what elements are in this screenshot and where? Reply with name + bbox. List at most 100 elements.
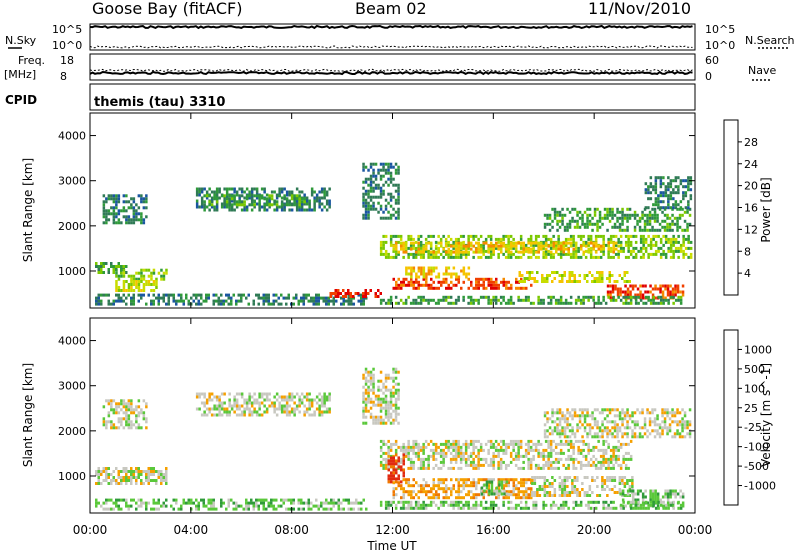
heatmap-cell bbox=[546, 274, 549, 277]
heatmap-cell bbox=[402, 493, 405, 497]
heatmap-cell bbox=[688, 213, 692, 217]
heatmap-cell bbox=[554, 466, 558, 470]
heatmap-cell bbox=[397, 195, 400, 199]
heatmap-cell bbox=[472, 255, 475, 259]
heatmap-cell bbox=[389, 180, 393, 184]
heatmap-cell bbox=[374, 397, 378, 401]
heatmap-cell bbox=[200, 302, 203, 306]
heatmap-cell bbox=[220, 299, 223, 303]
heatmap-cell bbox=[412, 298, 415, 302]
heatmap-cell bbox=[588, 426, 592, 430]
heatmap-cell bbox=[213, 205, 216, 209]
heatmap-cell bbox=[525, 496, 528, 500]
heatmap-cell bbox=[282, 296, 285, 300]
heatmap-cell bbox=[300, 398, 304, 402]
heatmap-cell bbox=[442, 487, 445, 491]
heatmap-cell bbox=[656, 498, 660, 502]
heatmap-cell bbox=[297, 299, 300, 303]
heatmap-cell bbox=[419, 255, 423, 259]
heatmap-cell bbox=[529, 439, 533, 443]
heatmap-cell bbox=[643, 225, 647, 229]
heatmap-cell bbox=[377, 171, 380, 175]
heatmap-cell bbox=[253, 205, 256, 209]
heatmap-cell bbox=[290, 410, 294, 414]
heatmap-cell bbox=[459, 451, 463, 455]
heatmap-cell bbox=[220, 293, 223, 297]
heatmap-cell bbox=[505, 480, 509, 484]
heatmap-cell bbox=[310, 507, 313, 511]
heatmap-cell bbox=[647, 197, 650, 201]
heatmap-cell bbox=[135, 476, 138, 479]
heatmap-cell bbox=[502, 280, 505, 284]
heatmap-cell bbox=[382, 421, 385, 425]
heatmap-cell bbox=[285, 395, 289, 399]
heatmap-cell bbox=[689, 182, 693, 186]
heatmap-cell bbox=[583, 417, 587, 421]
heatmap-cell bbox=[534, 463, 538, 467]
heatmap-cell bbox=[465, 275, 468, 279]
heatmap-cell bbox=[618, 476, 622, 479]
heatmap-cell bbox=[265, 507, 268, 511]
heatmap-cell bbox=[387, 183, 390, 187]
heatmap-cell bbox=[142, 283, 146, 286]
heatmap-cell bbox=[275, 413, 279, 417]
heatmap-cell bbox=[487, 234, 490, 238]
heatmap-cell bbox=[303, 197, 306, 201]
heatmap-cell bbox=[613, 222, 617, 226]
heatmap-cell bbox=[597, 255, 600, 259]
heatmap-cell bbox=[427, 301, 430, 305]
heatmap-cell bbox=[517, 250, 520, 254]
heatmap-cell bbox=[537, 247, 540, 251]
heatmap-cell bbox=[460, 496, 463, 500]
heatmap-cell bbox=[227, 501, 230, 505]
heatmap-cell bbox=[624, 442, 628, 446]
heatmap-cell bbox=[282, 498, 285, 502]
heatmap-cell bbox=[592, 460, 595, 464]
heatmap-cell bbox=[549, 466, 553, 470]
heatmap-cell bbox=[389, 162, 393, 166]
heatmap-cell bbox=[377, 397, 380, 401]
heatmap-cell bbox=[574, 439, 578, 443]
heatmap-cell bbox=[238, 187, 241, 191]
heatmap-cell bbox=[235, 504, 238, 508]
heatmap-cell bbox=[517, 457, 520, 461]
heatmap-cell bbox=[137, 467, 140, 470]
heatmap-cell bbox=[102, 423, 106, 427]
heatmap-cell bbox=[157, 296, 160, 300]
heatmap-cell bbox=[482, 478, 485, 482]
heatmap-cell bbox=[105, 420, 108, 424]
heatmap-cell bbox=[372, 403, 375, 407]
heatmap-cell bbox=[557, 466, 560, 470]
heatmap-cell bbox=[622, 246, 625, 250]
heatmap-cell bbox=[127, 286, 131, 289]
heatmap-cell bbox=[623, 426, 627, 430]
heatmap-cell bbox=[429, 252, 433, 256]
heatmap-cell bbox=[654, 185, 658, 189]
heatmap-cell bbox=[646, 228, 649, 232]
heatmap-cell bbox=[195, 507, 198, 511]
heatmap-cell bbox=[529, 463, 533, 467]
heatmap-cell bbox=[419, 457, 423, 461]
heatmap-cell bbox=[505, 244, 508, 248]
heatmap-cell bbox=[674, 298, 678, 302]
heatmap-cell bbox=[215, 205, 219, 209]
heatmap-cell bbox=[315, 498, 318, 502]
heatmap-cell bbox=[392, 367, 395, 371]
heatmap-cell bbox=[654, 243, 658, 247]
heatmap-cell bbox=[634, 284, 637, 288]
heatmap-cell bbox=[417, 280, 420, 284]
heatmap-cell bbox=[102, 203, 106, 207]
heatmap-cell bbox=[255, 498, 258, 502]
heatmap-cell bbox=[218, 413, 221, 417]
heatmap-cell bbox=[95, 473, 98, 476]
heatmap-cell bbox=[218, 395, 221, 399]
heatmap-cell bbox=[447, 496, 450, 500]
heatmap-cell bbox=[592, 255, 595, 259]
heatmap-cell bbox=[489, 252, 493, 256]
heatmap-cell bbox=[543, 429, 547, 433]
heatmap-cell bbox=[434, 246, 438, 250]
heatmap-cell bbox=[230, 205, 234, 209]
heatmap-cell bbox=[572, 442, 575, 446]
heatmap-cell bbox=[303, 200, 306, 204]
heatmap-cell bbox=[644, 240, 648, 244]
